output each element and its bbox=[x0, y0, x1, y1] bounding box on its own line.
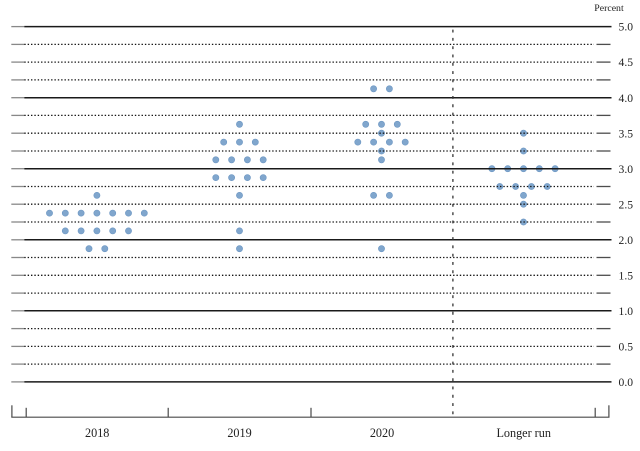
svg-text:5.0: 5.0 bbox=[619, 21, 634, 34]
svg-text:Percent: Percent bbox=[594, 3, 624, 14]
svg-text:2.5: 2.5 bbox=[619, 198, 634, 211]
svg-text:2.0: 2.0 bbox=[619, 234, 634, 247]
svg-text:0.0: 0.0 bbox=[619, 376, 634, 389]
svg-text:Longer run: Longer run bbox=[496, 426, 551, 440]
svg-text:3.5: 3.5 bbox=[619, 127, 634, 140]
svg-text:4.0: 4.0 bbox=[619, 92, 634, 105]
svg-text:2020: 2020 bbox=[370, 426, 394, 440]
svg-text:1.0: 1.0 bbox=[619, 305, 634, 318]
svg-text:0.5: 0.5 bbox=[619, 341, 634, 354]
svg-text:4.5: 4.5 bbox=[619, 56, 634, 69]
svg-text:2018: 2018 bbox=[85, 426, 109, 440]
svg-text:2019: 2019 bbox=[227, 426, 251, 440]
svg-text:3.0: 3.0 bbox=[619, 163, 634, 176]
svg-text:1.5: 1.5 bbox=[619, 269, 634, 282]
